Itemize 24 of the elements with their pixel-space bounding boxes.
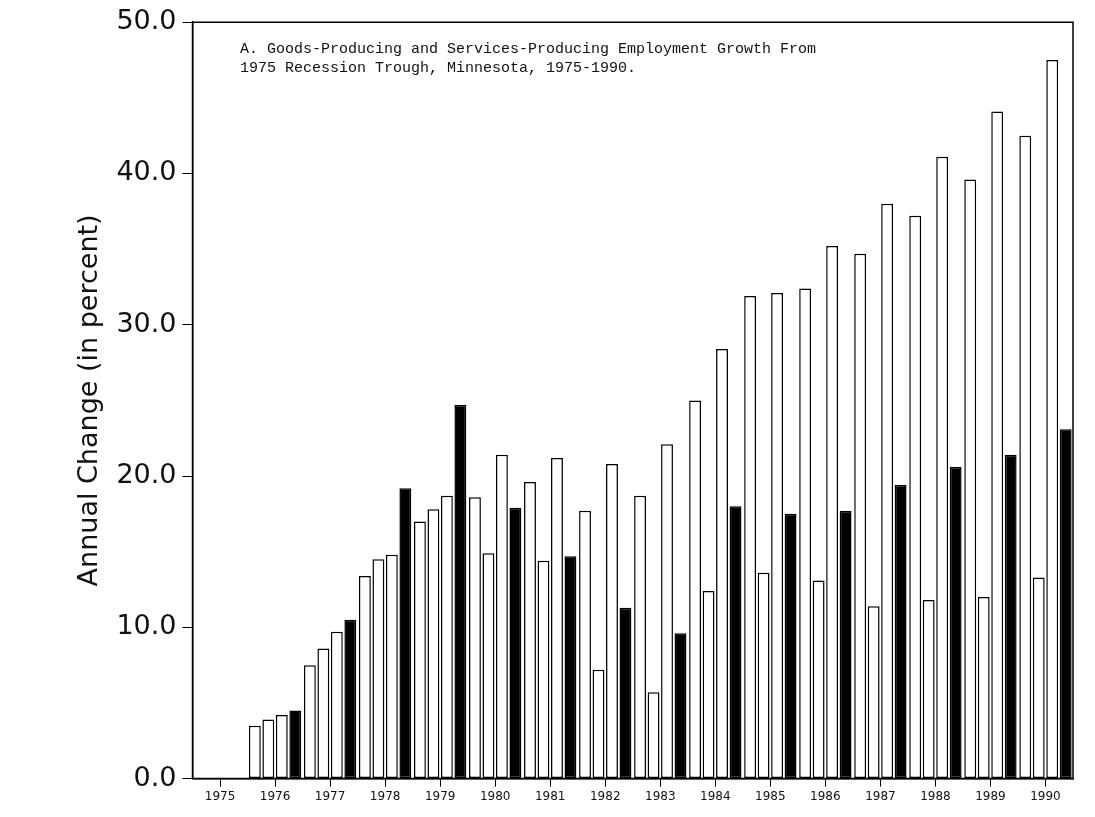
- y-tick-label: 30.0: [116, 306, 177, 338]
- x-tick-label: 1984: [700, 788, 731, 803]
- x-tick-label: 1977: [314, 788, 346, 803]
- x-tick-label: 1985: [755, 788, 786, 803]
- x-tick-label: 1976: [259, 788, 291, 803]
- x-tick-label: 1981: [534, 788, 566, 803]
- y-tick-label: 0.0: [133, 760, 177, 792]
- y-tick-label: 40.0: [116, 155, 177, 187]
- y-tick-label: 20.0: [116, 458, 177, 490]
- text: A. Goods-Producing and Services-Producing Employment Growth From 1975 Recession Trough, Minnesota, 1975-1990.: [240, 40, 818, 78]
- x-tick-label: 1988: [920, 788, 951, 803]
- x-tick-label: 1983: [645, 788, 676, 803]
- y-axis-title: Annual Change (in percent): [72, 214, 104, 587]
- x-tick-label: 1979: [424, 788, 456, 803]
- x-tick-label: 1989: [975, 788, 1006, 803]
- x-tick-label: 1986: [810, 788, 841, 803]
- x-tick-label: 1975: [204, 788, 236, 803]
- x-tick-label: 1990: [1030, 788, 1061, 803]
- x-tick-label: 1987: [865, 788, 896, 803]
- x-tick-label: 1980: [479, 788, 511, 803]
- x-tick-label: 1982: [589, 788, 621, 803]
- x-tick-label: 1978: [369, 788, 401, 803]
- y-tick-label: 50.0: [116, 4, 177, 36]
- y-tick-label: 10.0: [116, 609, 177, 641]
